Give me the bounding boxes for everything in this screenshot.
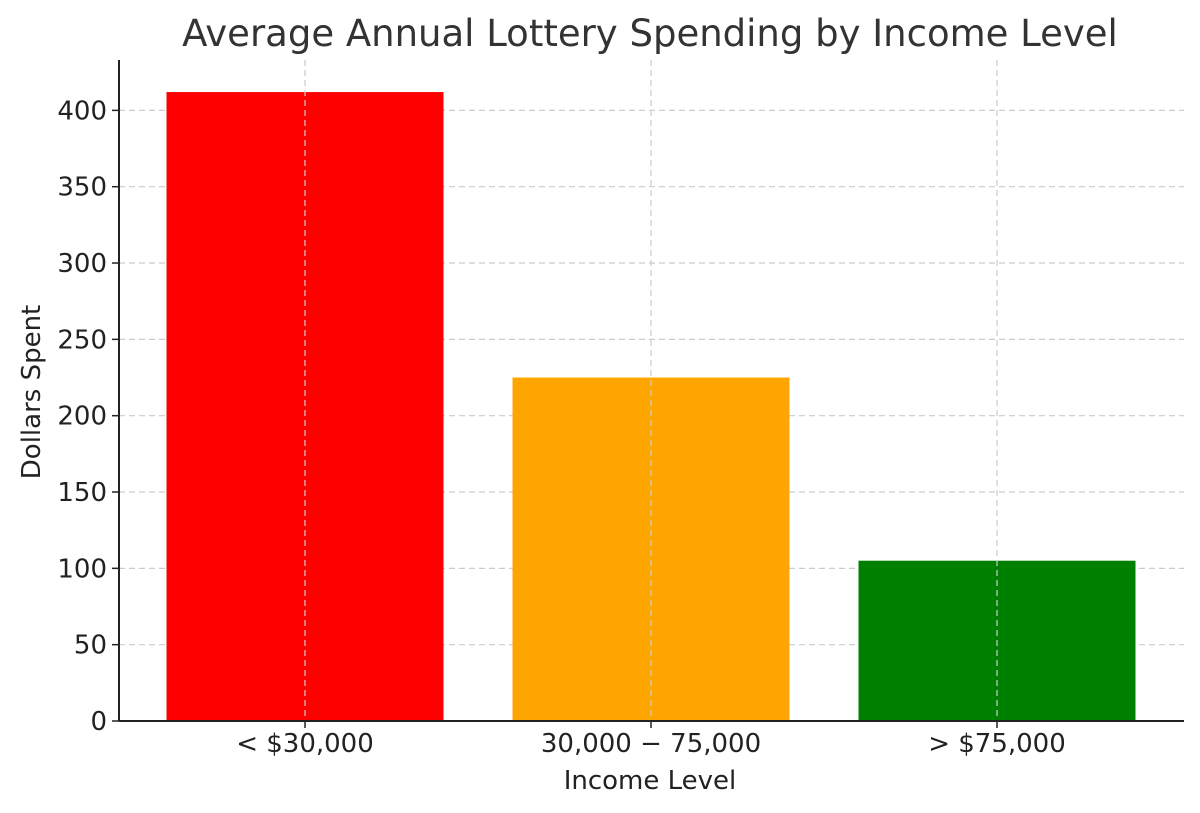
y-tick-label: 100 bbox=[57, 554, 107, 584]
ticks-layer: 0 50 100 150 200 250 300 350 400 < $30,000 30,000 … bbox=[57, 96, 1065, 759]
x-tick-label: 30,000 − 75,000 bbox=[541, 729, 761, 759]
chart-title: Average Annual Lottery Spending by Incom… bbox=[182, 12, 1118, 55]
y-tick-label: 250 bbox=[57, 325, 107, 355]
x-axis-label: Income Level bbox=[564, 766, 737, 796]
y-tick-label: 300 bbox=[57, 249, 107, 279]
y-tick-label: 50 bbox=[74, 631, 107, 661]
y-tick-label: 400 bbox=[57, 96, 107, 126]
bar bbox=[512, 377, 790, 721]
y-tick-label: 200 bbox=[57, 402, 107, 432]
y-tick-label: 0 bbox=[90, 707, 107, 737]
x-tick-label: < $30,000 bbox=[236, 729, 374, 759]
y-tick-label: 350 bbox=[57, 173, 107, 203]
y-tick-label: 150 bbox=[57, 478, 107, 508]
y-axis-label: Dollars Spent bbox=[17, 305, 47, 479]
bars-layer bbox=[166, 92, 1136, 721]
vertical-grid-layer bbox=[304, 60, 998, 721]
bar bbox=[166, 92, 444, 721]
x-tick-label: > $75,000 bbox=[928, 729, 1066, 759]
